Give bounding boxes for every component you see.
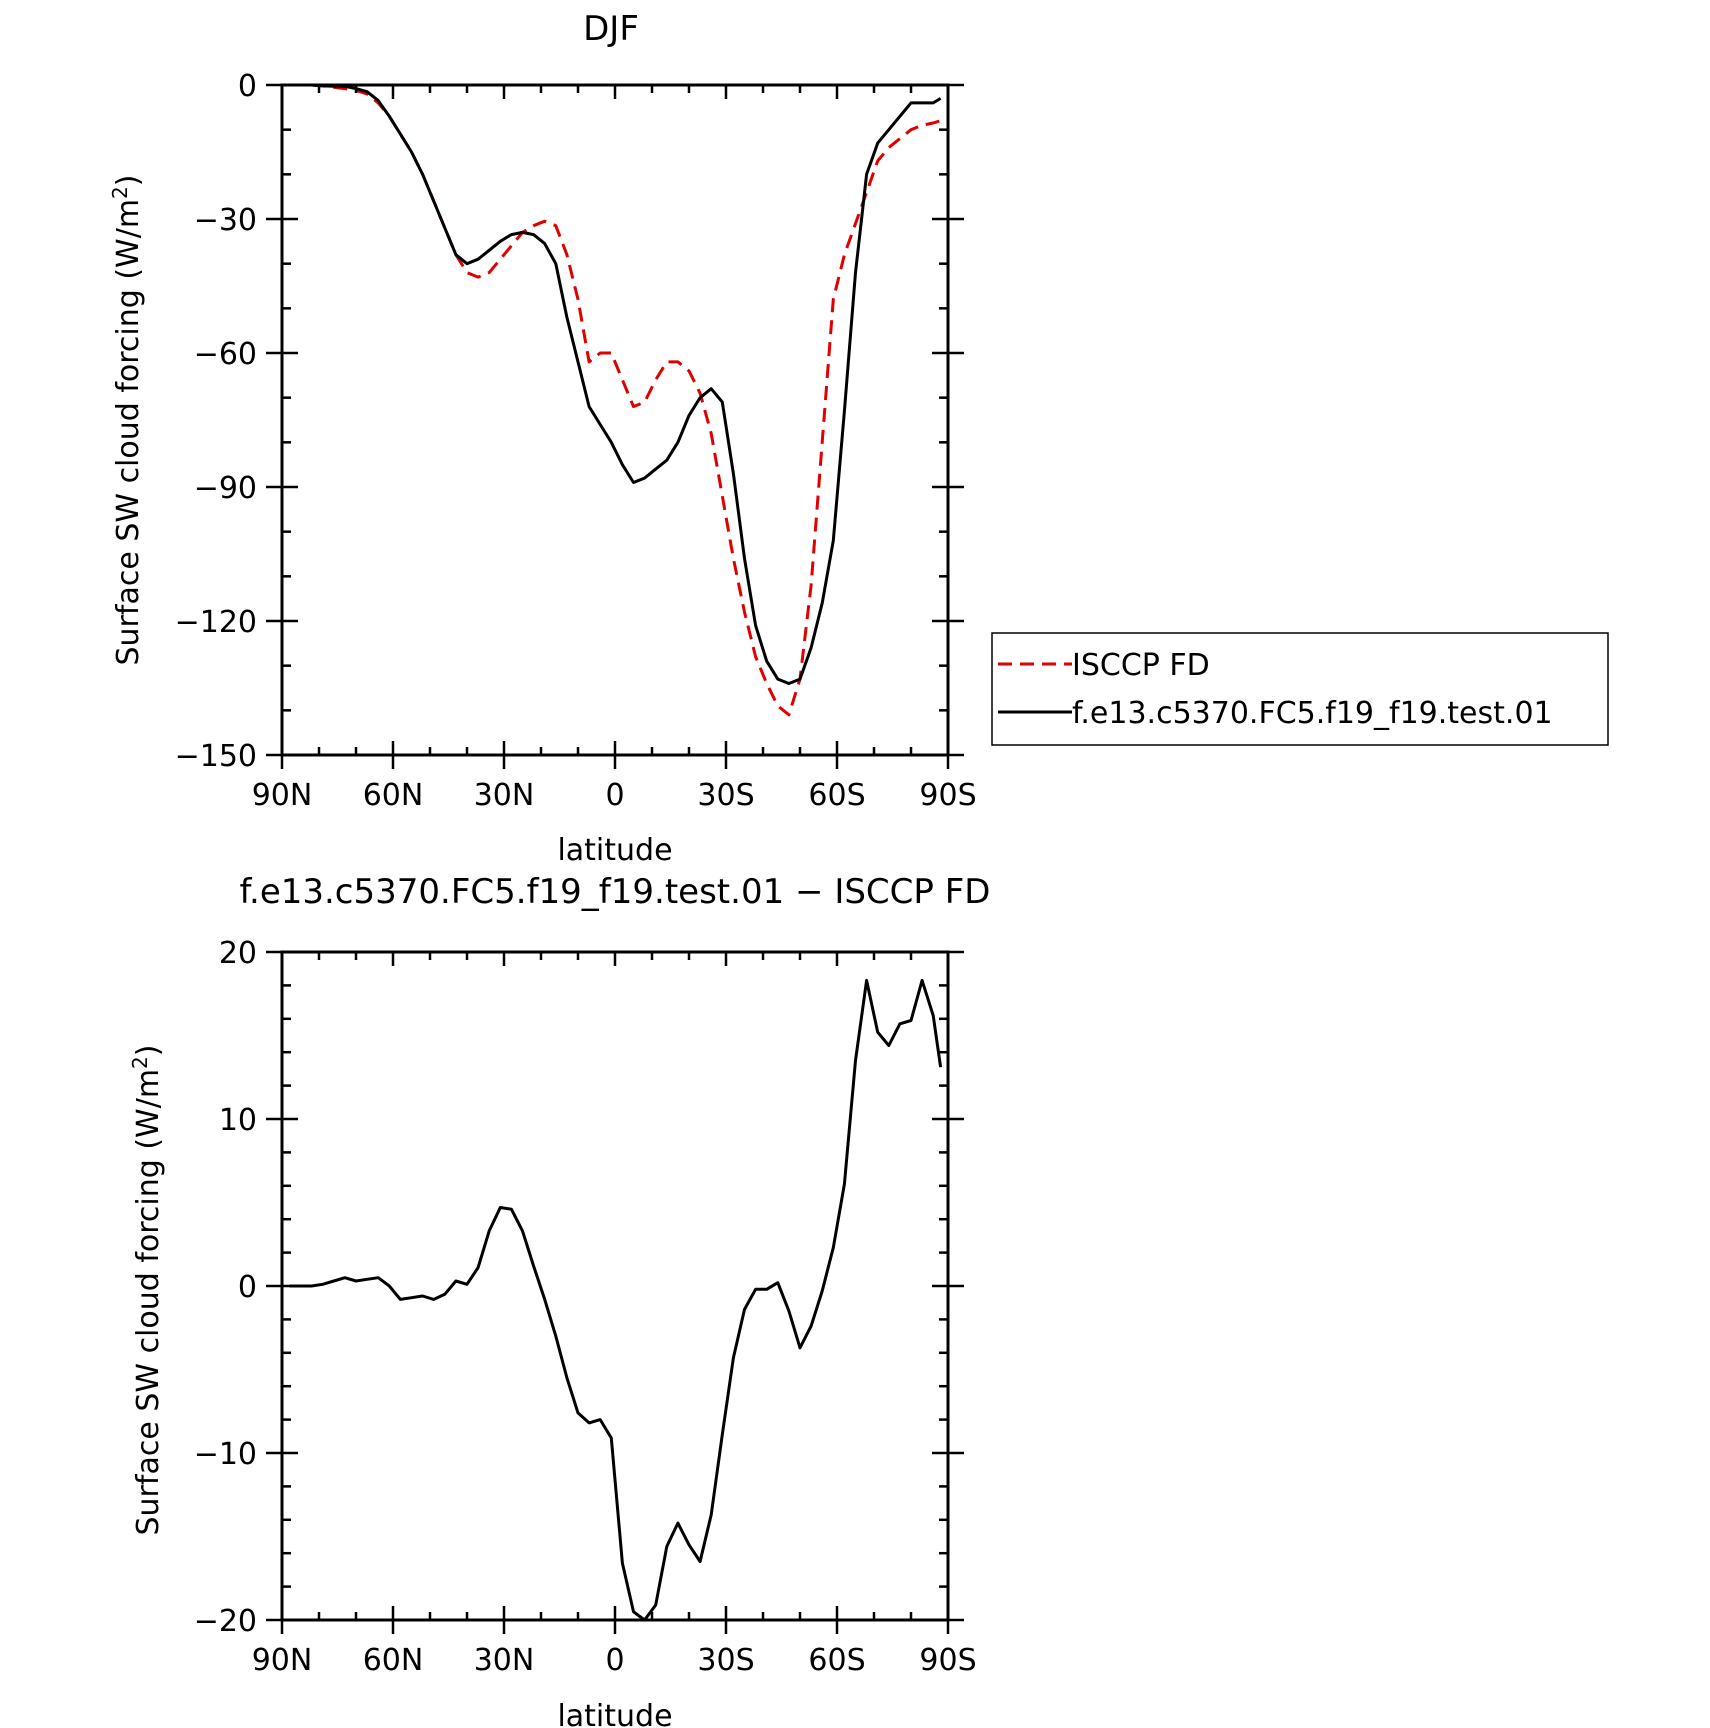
y-tick-label: −90 (194, 471, 257, 506)
top-chart: DJF 90N 60N 30N 0 30S 60S 90S 0 −30 −60 −90 −120 −15… (108, 9, 1609, 868)
x-tick-label: 30N (474, 1643, 535, 1678)
bottom-chart-title: f.e13.c5370.FC5.f19_f19.test.01 − ISCCP … (240, 872, 991, 912)
top-chart-y-axis-label: Surface SW cloud forcing (W/m2) (108, 174, 146, 665)
y-tick-label: −10 (194, 1437, 257, 1472)
y-tick-label: −20 (194, 1604, 257, 1639)
x-tick-label: 90S (919, 1643, 976, 1678)
bottom-chart-y-axis-label: Surface SW cloud forcing (W/m2) (128, 1044, 166, 1535)
y-tick-label: 0 (238, 69, 257, 104)
x-tick-label: 0 (605, 1643, 624, 1678)
x-tick-label: 30S (697, 778, 754, 813)
legend-label-isccp-fd: ISCCP FD (1072, 648, 1210, 683)
y-tick-label: 0 (238, 1270, 257, 1305)
y-tick-label: −120 (175, 605, 257, 640)
top-chart-marks (289, 83, 942, 717)
top-chart-x-axis-label: latitude (557, 833, 672, 868)
bottom-chart-ticks: 90N 60N 30N 0 30S 60S 90S 20 10 0 −10 −20 (194, 936, 977, 1678)
x-tick-label: 60S (808, 778, 865, 813)
x-tick-label: 60N (363, 1643, 424, 1678)
bottom-series-line-1 (289, 978, 943, 1622)
legend-label-model: f.e13.c5370.FC5.f19_f19.test.01 (1072, 696, 1553, 731)
y-tick-label: 10 (219, 1103, 257, 1138)
y-tick-label: 20 (219, 936, 257, 971)
x-tick-label: 90S (919, 778, 976, 813)
y-tick-label: −150 (175, 739, 257, 774)
top-chart-ticks: 90N 60N 30N 0 30S 60S 90S 0 −30 −60 −90 −120 −150 (175, 69, 977, 813)
x-tick-label: 60N (363, 778, 424, 813)
top-chart-title: DJF (583, 9, 639, 49)
y-tick-label: −30 (194, 203, 257, 238)
x-tick-label: 0 (605, 778, 624, 813)
x-tick-label: 60S (808, 1643, 865, 1678)
y-tick-label: −60 (194, 337, 257, 372)
legend-box (991, 632, 1609, 746)
bottom-chart: f.e13.c5370.FC5.f19_f19.test.01 − ISCCP … (128, 872, 990, 1728)
top-series-line-1 (289, 83, 942, 717)
x-tick-label: 30N (474, 778, 535, 813)
x-tick-label: 90N (252, 1643, 313, 1678)
top-chart-legend: ISCCP FD f.e13.c5370.FC5.f19_f19.test.01 (991, 632, 1609, 746)
bottom-chart-marks (289, 978, 943, 1622)
x-tick-label: 90N (252, 778, 313, 813)
bottom-chart-plot-frame (280, 950, 950, 1622)
top-chart-plot-frame (280, 83, 950, 757)
top-series-line-2 (289, 83, 942, 685)
x-tick-label: 30S (697, 1643, 754, 1678)
bottom-chart-x-axis-label: latitude (557, 1699, 672, 1728)
